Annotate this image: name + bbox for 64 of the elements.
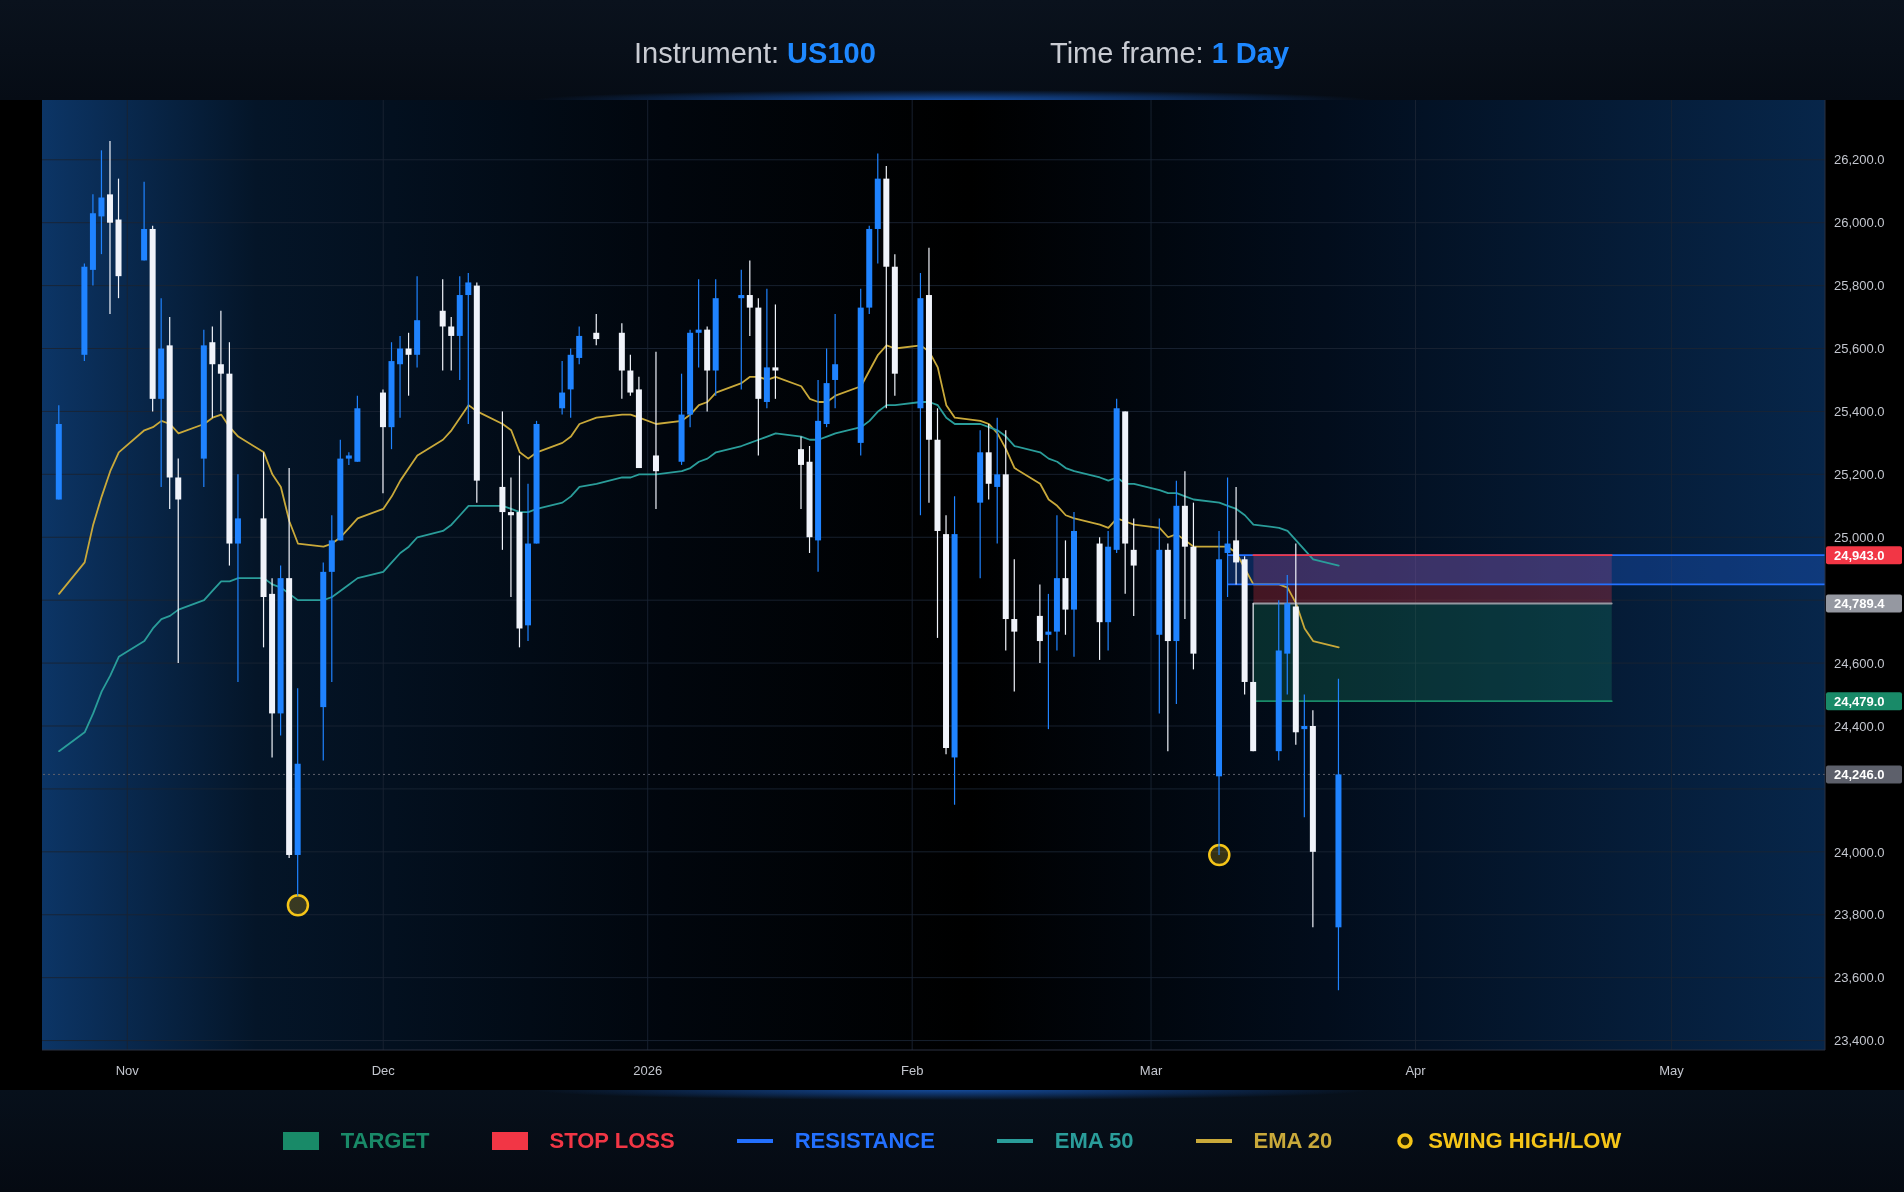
candlestick — [448, 316, 455, 372]
candlestick — [439, 278, 446, 372]
legend-label: RESISTANCE — [794, 1128, 935, 1154]
candlestick — [1130, 517, 1137, 617]
candlestick — [1301, 693, 1308, 818]
y-tick-label: 25,400.0 — [1834, 404, 1885, 420]
legend-label: EMA 20 — [1253, 1128, 1333, 1154]
candlestick — [234, 473, 241, 683]
candlestick — [397, 335, 404, 419]
y-tick-label: 25,200.0 — [1834, 467, 1885, 483]
y-tick-label: 23,600.0 — [1834, 970, 1885, 986]
legend-label: EMA 50 — [1054, 1128, 1134, 1154]
candlestick — [507, 476, 514, 598]
y-tick-label: 23,400.0 — [1834, 1033, 1885, 1049]
candlestick — [1045, 593, 1052, 730]
y-tick-label: 24,479.0 — [1834, 693, 1885, 709]
candlestick — [209, 325, 216, 419]
candlestick — [652, 351, 659, 510]
candlestick — [738, 269, 745, 390]
x-tick-label: Nov — [115, 1063, 140, 1079]
candlestick — [465, 272, 472, 425]
x-tick-label: May — [1659, 1063, 1685, 1079]
y-tick-label: 26,000.0 — [1834, 215, 1885, 231]
line-series — [58, 344, 1340, 649]
y-tick-label: 26,200.0 — [1834, 152, 1885, 168]
line-series — [58, 401, 1340, 753]
candlestick — [1233, 486, 1240, 586]
candlestick — [1224, 476, 1231, 598]
candlestick — [832, 313, 839, 409]
chart-subtitle: Time frame: 1 Day — [1050, 36, 1290, 69]
y-tick-label: 25,000.0 — [1834, 529, 1885, 545]
chart-title: Instrument: US100 — [634, 36, 876, 69]
legend-label: SWING HIGH/LOW — [1428, 1128, 1622, 1154]
y-tick-label: 23,800.0 — [1834, 907, 1885, 923]
candlestick — [994, 417, 1001, 545]
y-tick-label: 24,943.0 — [1834, 547, 1885, 563]
candlestick — [559, 360, 566, 416]
candlestick — [627, 354, 634, 397]
x-tick-label: Dec — [371, 1063, 396, 1079]
candlestick — [1011, 558, 1018, 692]
y-tick-label: 25,800.0 — [1834, 278, 1885, 294]
x-tick-label: Apr — [1405, 1063, 1427, 1079]
x-tick-label: 2026 — [633, 1063, 663, 1079]
candlestick — [217, 310, 224, 413]
candlestick — [175, 458, 182, 664]
candlestick — [405, 332, 412, 397]
candlestick — [593, 313, 600, 346]
x-tick-label: Feb — [900, 1063, 924, 1079]
candlestick — [345, 451, 352, 466]
legend-label: STOP LOSS — [549, 1128, 675, 1154]
candlestick — [772, 303, 779, 400]
candlestick — [798, 435, 804, 510]
x-tick-label: Mar — [1139, 1063, 1163, 1079]
y-tick-label: 25,600.0 — [1834, 341, 1885, 357]
ref-line-label: 24,246.0 — [1834, 767, 1885, 783]
y-tick-label: 24,600.0 — [1834, 655, 1885, 671]
candlestick — [98, 149, 105, 255]
candlestick — [576, 325, 583, 365]
candlestick — [746, 259, 753, 337]
legend-label: TARGET — [340, 1128, 430, 1154]
y-tick-label: 24,000.0 — [1834, 844, 1885, 860]
candlestick — [695, 278, 702, 368]
y-tick-label: 24,789.4 — [1834, 596, 1886, 612]
y-tick-label: 24,400.0 — [1834, 718, 1885, 734]
